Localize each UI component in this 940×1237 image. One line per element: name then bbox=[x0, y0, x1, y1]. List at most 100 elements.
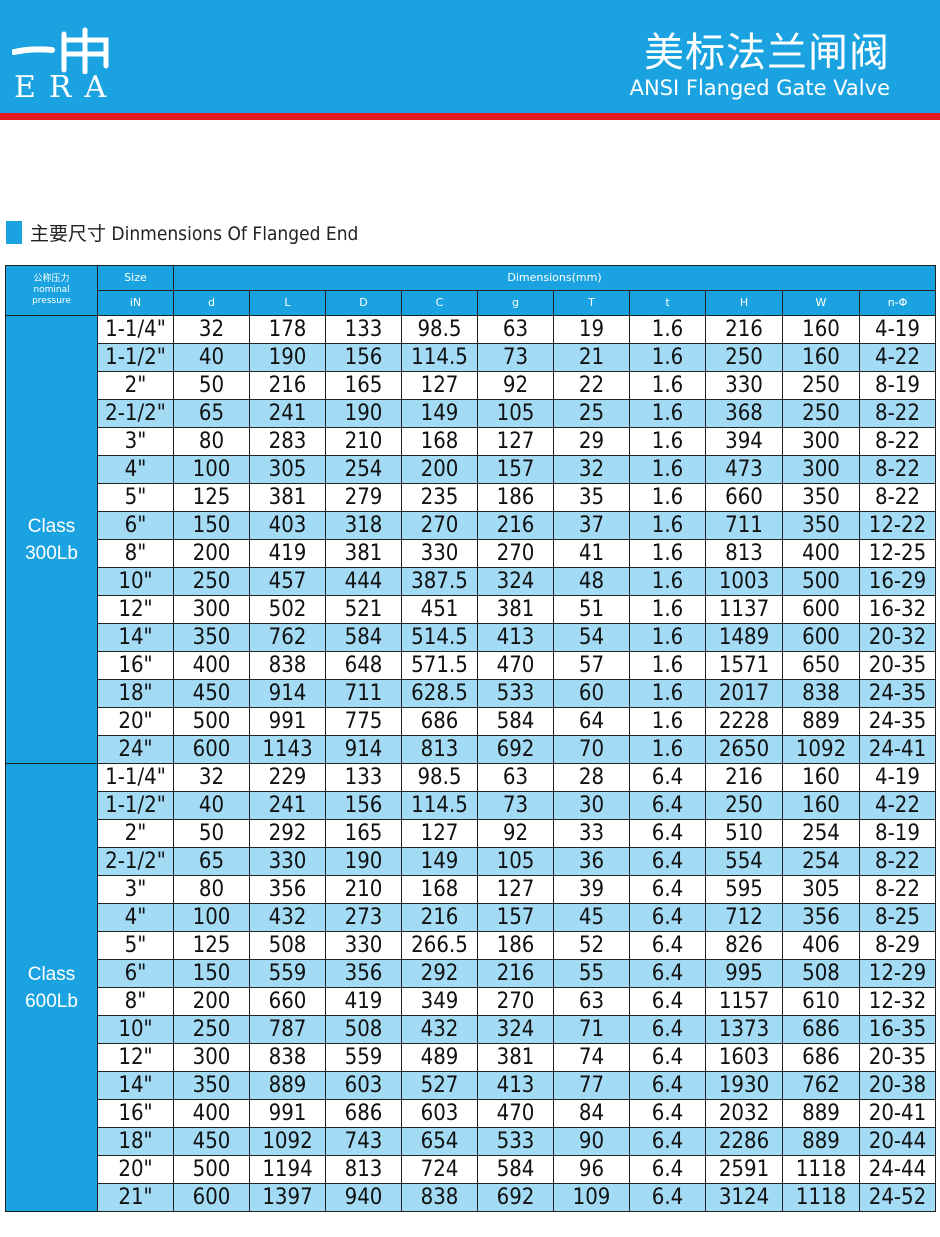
table-cell: 24" bbox=[97, 735, 174, 764]
table-cell: 1489 bbox=[705, 623, 783, 652]
table-cell: 6" bbox=[97, 959, 174, 988]
pressure-class-label: Class bbox=[27, 515, 76, 537]
table-cell: 1.6 bbox=[629, 427, 706, 456]
table-cell: 660 bbox=[249, 987, 326, 1016]
table-row: 3" 80 283 210 168 127 29 1.6 394 300 8-22 bbox=[6, 427, 936, 456]
table-cell: 686 bbox=[401, 707, 478, 736]
pressure-class-label: Class bbox=[27, 963, 76, 985]
table-cell: 80 bbox=[173, 427, 250, 456]
table-cell: 1.6 bbox=[629, 707, 706, 736]
table-cell: 8-19 bbox=[859, 819, 936, 848]
table-cell: 1.6 bbox=[629, 539, 706, 568]
table-cell: 216 bbox=[249, 371, 326, 400]
table-cell: 419 bbox=[249, 539, 326, 568]
table-cell: 6.4 bbox=[629, 1127, 706, 1156]
table-cell: 186 bbox=[477, 483, 554, 512]
table-cell: 40 bbox=[173, 791, 250, 820]
table-cell: 2286 bbox=[705, 1127, 783, 1156]
table-cell: 8" bbox=[97, 987, 174, 1016]
table-row: 20" 500 991 775 686 584 64 1.6 2228 889 24-35 bbox=[6, 707, 936, 736]
table-row: 24" 600 1143 914 813 692 70 1.6 2650 1092 24-41 bbox=[6, 735, 936, 764]
table-cell: 32 bbox=[173, 315, 250, 344]
table-cell: 16-32 bbox=[859, 595, 936, 624]
table-cell: 100 bbox=[173, 903, 250, 932]
table-cell: 21 bbox=[553, 343, 630, 372]
table-cell: 300 bbox=[782, 455, 860, 484]
table-cell: 168 bbox=[401, 427, 478, 456]
table-cell: 6.4 bbox=[629, 763, 706, 792]
pressure-class-cell: Class 300Lb bbox=[5, 315, 98, 764]
table-cell: 37 bbox=[553, 511, 630, 540]
table-cell: 350 bbox=[173, 1071, 250, 1100]
table-cell: 559 bbox=[249, 959, 326, 988]
table-cell: 90 bbox=[553, 1127, 630, 1156]
table-cell: 2591 bbox=[705, 1155, 783, 1184]
table-cell: 65 bbox=[173, 847, 250, 876]
table-cell: 20-35 bbox=[859, 1043, 936, 1072]
table-cell: 1-1/2" bbox=[97, 791, 174, 820]
era-logo-mark bbox=[12, 27, 109, 74]
table-cell: 400 bbox=[782, 539, 860, 568]
table-cell: 394 bbox=[705, 427, 783, 456]
table-cell: 92 bbox=[477, 371, 554, 400]
table-cell: 2017 bbox=[705, 679, 783, 708]
table-row: 20" 500 1194 813 724 584 96 6.4 2591 1118 24-44 bbox=[6, 1155, 936, 1184]
table-cell: 216 bbox=[477, 511, 554, 540]
table-cell: 127 bbox=[477, 875, 554, 904]
table-cell: 451 bbox=[401, 595, 478, 624]
table-cell: 1.6 bbox=[629, 623, 706, 652]
table-cell: 6.4 bbox=[629, 847, 706, 876]
table-cell: 73 bbox=[477, 343, 554, 372]
table-cell: 250 bbox=[705, 343, 783, 372]
table-cell: 5" bbox=[97, 931, 174, 960]
table-cell: 190 bbox=[325, 847, 402, 876]
table-cell: 250 bbox=[705, 791, 783, 820]
size-header: Size bbox=[97, 265, 174, 291]
table-cell: 470 bbox=[477, 651, 554, 680]
table-cell: 41 bbox=[553, 539, 630, 568]
dimensions-table: 公称压力 nominal pressure Size Dimensions(mm… bbox=[5, 265, 936, 1212]
table-cell: 2-1/2" bbox=[97, 399, 174, 428]
table-cell: 508 bbox=[249, 931, 326, 960]
table-cell: 32 bbox=[173, 763, 250, 792]
table-cell: 403 bbox=[249, 511, 326, 540]
table-row: 10" 250 457 444 387.5 324 48 1.6 1003 500 16-29 bbox=[6, 567, 936, 596]
table-cell: 8-22 bbox=[859, 427, 936, 456]
table-cell: 241 bbox=[249, 791, 326, 820]
table-cell: 387.5 bbox=[401, 567, 478, 596]
table-cell: 4-19 bbox=[859, 315, 936, 344]
table-cell: 20" bbox=[97, 1155, 174, 1184]
table-cell: 250 bbox=[782, 371, 860, 400]
table-cell: 991 bbox=[249, 1099, 326, 1128]
table-row: 12" 300 838 559 489 381 74 6.4 1603 686 20-35 bbox=[6, 1043, 936, 1072]
header-red-stripe bbox=[0, 113, 940, 120]
page-title-cn: 美标法兰闸阀 bbox=[644, 30, 890, 76]
table-cell: 51 bbox=[553, 595, 630, 624]
table-cell: 4" bbox=[97, 455, 174, 484]
table-cell: 991 bbox=[249, 707, 326, 736]
table-cell: 450 bbox=[173, 1127, 250, 1156]
table-cell: 381 bbox=[477, 1043, 554, 1072]
table-cell: 838 bbox=[249, 651, 326, 680]
table-cell: 838 bbox=[249, 1043, 326, 1072]
table-cell: 6.4 bbox=[629, 1155, 706, 1184]
table-cell: 266.5 bbox=[401, 931, 478, 960]
table-cell: 457 bbox=[249, 567, 326, 596]
table-cell: 5" bbox=[97, 483, 174, 512]
column-header: t bbox=[629, 290, 706, 316]
table-cell: 254 bbox=[782, 819, 860, 848]
table-cell: 712 bbox=[705, 903, 783, 932]
table-cell: 12-32 bbox=[859, 987, 936, 1016]
pressure-header: 公称压力 nominal pressure bbox=[5, 265, 98, 316]
table-cell: 165 bbox=[325, 819, 402, 848]
table-cell: 368 bbox=[705, 399, 783, 428]
table-cell: 826 bbox=[705, 931, 783, 960]
table-cell: 48 bbox=[553, 567, 630, 596]
table-cell: 413 bbox=[477, 1071, 554, 1100]
table-row: 10" 250 787 508 432 324 71 6.4 1373 686 16-35 bbox=[6, 1015, 936, 1044]
table-cell: 400 bbox=[173, 651, 250, 680]
table-cell: 533 bbox=[477, 679, 554, 708]
table-cell: 889 bbox=[782, 1099, 860, 1128]
table-cell: 4-22 bbox=[859, 343, 936, 372]
table-cell: 92 bbox=[477, 819, 554, 848]
